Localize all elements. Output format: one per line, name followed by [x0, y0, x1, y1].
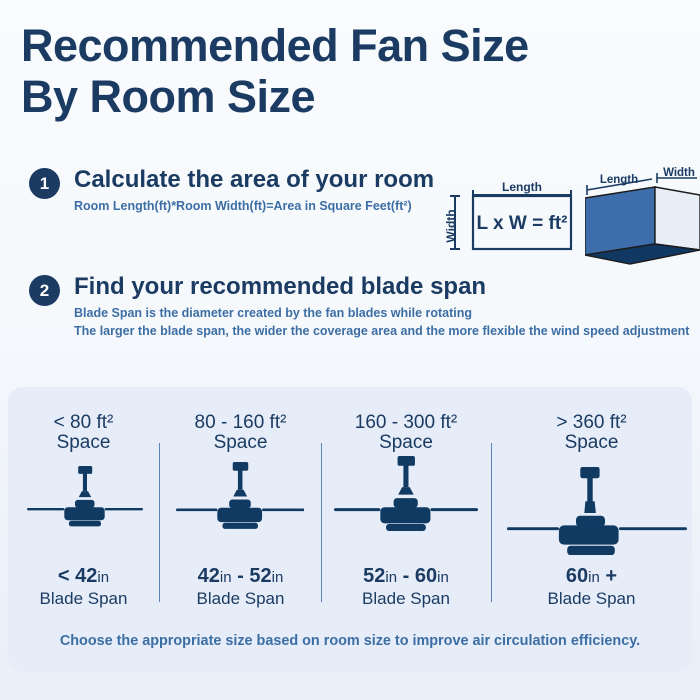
svg-text:Width: Width [663, 167, 695, 179]
svg-text:Length: Length [600, 174, 638, 186]
svg-text:Width: Width [444, 209, 458, 242]
svg-text:L x W = ft²: L x W = ft² [477, 213, 568, 234]
svg-text:Length: Length [502, 180, 542, 194]
